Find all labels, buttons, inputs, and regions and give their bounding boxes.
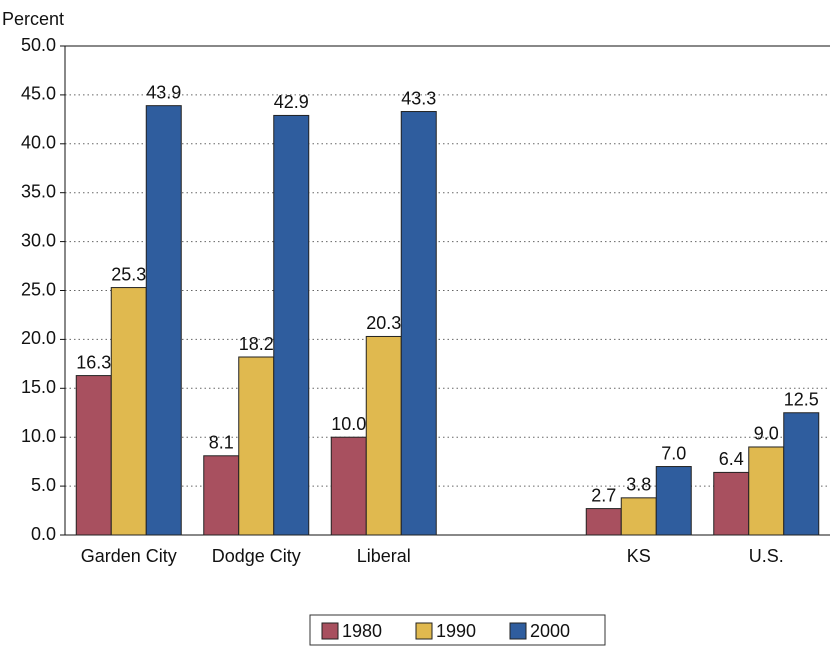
value-label: 7.0 [661, 443, 686, 463]
y-axis-label: Percent [2, 9, 64, 29]
value-label: 2.7 [591, 485, 616, 505]
value-label: 3.8 [626, 475, 651, 495]
value-label: 43.9 [146, 82, 181, 102]
bar [75, 375, 112, 536]
bar [713, 471, 750, 536]
y-tick-label: 30.0 [21, 230, 56, 250]
bar [585, 508, 622, 536]
y-tick-label: 20.0 [21, 328, 56, 348]
bar [655, 466, 692, 536]
x-tick-label: Dodge City [212, 546, 301, 566]
y-tick-label: 10.0 [21, 426, 56, 446]
value-label: 9.0 [754, 424, 779, 444]
bar [238, 356, 275, 536]
y-tick-label: 50.0 [21, 35, 56, 55]
bar [783, 412, 820, 536]
legend-swatch [415, 622, 433, 640]
y-tick-label: 15.0 [21, 377, 56, 397]
y-tick-label: 25.0 [21, 279, 56, 299]
bar [330, 436, 367, 536]
x-tick-label: KS [627, 546, 651, 566]
y-tick-label: 40.0 [21, 133, 56, 153]
x-tick-label: Garden City [81, 546, 177, 566]
legend-label: 1990 [436, 621, 476, 641]
value-label: 10.0 [331, 414, 366, 434]
y-tick-label: 45.0 [21, 84, 56, 104]
legend-swatch [509, 622, 527, 640]
legend-label: 1980 [342, 621, 382, 641]
bar [748, 446, 785, 536]
bar [203, 455, 240, 536]
legend-swatch [321, 622, 339, 640]
value-label: 43.3 [401, 88, 436, 108]
value-label: 6.4 [719, 449, 744, 469]
value-label: 12.5 [784, 390, 819, 410]
y-tick-label: 0.0 [31, 524, 56, 544]
bar [145, 105, 182, 536]
bar [110, 287, 147, 536]
value-label: 25.3 [111, 264, 146, 284]
bar [620, 497, 657, 536]
bar [400, 111, 437, 536]
value-label: 18.2 [239, 334, 274, 354]
value-label: 20.3 [366, 313, 401, 333]
x-tick-label: U.S. [749, 546, 784, 566]
y-tick-label: 5.0 [31, 475, 56, 495]
value-label: 8.1 [209, 433, 234, 453]
value-label: 16.3 [76, 352, 111, 372]
legend-label: 2000 [530, 621, 570, 641]
bar [273, 114, 310, 536]
x-tick-label: Liberal [357, 546, 411, 566]
bar [365, 335, 402, 536]
value-label: 42.9 [274, 92, 309, 112]
legend-box [309, 614, 606, 646]
y-tick-label: 35.0 [21, 181, 56, 201]
